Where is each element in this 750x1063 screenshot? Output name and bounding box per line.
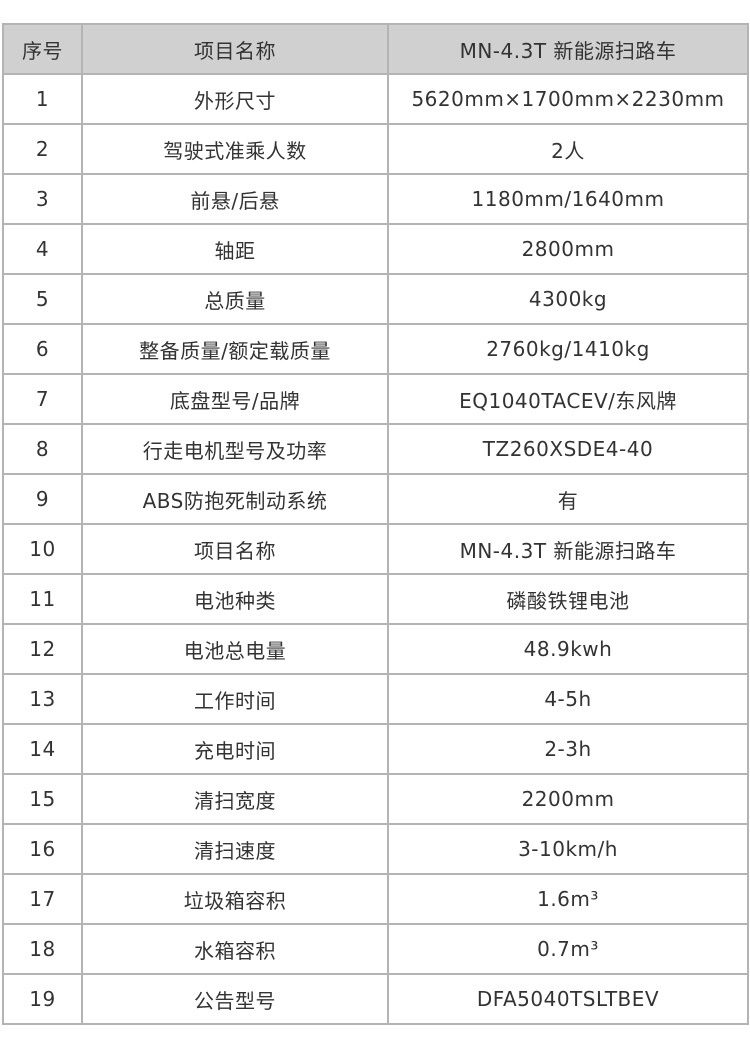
table-row: 14 充电时间 2-3h (2, 723, 749, 775)
table-row: 13 工作时间 4-5h (2, 673, 749, 725)
cell-value: 2800mm (387, 223, 749, 275)
spec-table: 序号 项目名称 MN-4.3T 新能源扫路车 1 外形尺寸 5620mm×1700m… (2, 23, 749, 1025)
cell-name: 整备质量/额定载质量 (81, 323, 389, 375)
cell-name: 充电时间 (81, 723, 389, 775)
cell-value: DFA5040TSLTBEV (387, 973, 749, 1025)
table-row: 19 公告型号 DFA5040TSLTBEV (2, 973, 749, 1025)
cell-value: 5620mm×1700mm×2230mm (387, 73, 749, 125)
table-row: 8 行走电机型号及功率 TZ260XSDE4-40 (2, 423, 749, 475)
cell-index: 7 (2, 373, 83, 425)
cell-index: 6 (2, 323, 83, 375)
table-row: 4 轴距 2800mm (2, 223, 749, 275)
cell-index: 5 (2, 273, 83, 325)
cell-index: 4 (2, 223, 83, 275)
cell-value: 有 (387, 473, 749, 525)
table-row: 12 电池总电量 48.9kwh (2, 623, 749, 675)
cell-name: 清扫速度 (81, 823, 389, 875)
cell-value: 3-10km/h (387, 823, 749, 875)
cell-index: 11 (2, 573, 83, 625)
cell-index: 10 (2, 523, 83, 575)
cell-value: MN-4.3T 新能源扫路车 (387, 523, 749, 575)
table-row: 16 清扫速度 3-10km/h (2, 823, 749, 875)
cell-value: 2200mm (387, 773, 749, 825)
cell-name: 轴距 (81, 223, 389, 275)
cell-name: 行走电机型号及功率 (81, 423, 389, 475)
table-row: 7 底盘型号/品牌 EQ1040TACEV/东风牌 (2, 373, 749, 425)
table-row: 11 电池种类 磷酸铁锂电池 (2, 573, 749, 625)
cell-index: 12 (2, 623, 83, 675)
cell-index: 3 (2, 173, 83, 225)
cell-name: 垃圾箱容积 (81, 873, 389, 925)
cell-index: 9 (2, 473, 83, 525)
cell-name: 外形尺寸 (81, 73, 389, 125)
table-row: 5 总质量 4300kg (2, 273, 749, 325)
cell-value: EQ1040TACEV/东风牌 (387, 373, 749, 425)
cell-index: 13 (2, 673, 83, 725)
cell-value: 4-5h (387, 673, 749, 725)
cell-value: 0.7m³ (387, 923, 749, 975)
cell-index: 15 (2, 773, 83, 825)
cell-value: 2-3h (387, 723, 749, 775)
table-row: 17 垃圾箱容积 1.6m³ (2, 873, 749, 925)
table-row: 9 ABS防抱死制动系统有 (2, 473, 749, 525)
cell-value: 2人 (387, 123, 749, 175)
cell-name: 水箱容积 (81, 923, 389, 975)
cell-value: 48.9kwh (387, 623, 749, 675)
cell-name: 底盘型号/品牌 (81, 373, 389, 425)
cell-index: 8 (2, 423, 83, 475)
cell-index: 17 (2, 873, 83, 925)
cell-value: TZ260XSDE4-40 (387, 423, 749, 475)
cell-name: 电池种类 (81, 573, 389, 625)
table-row: 18 水箱容积 0.7m³ (2, 923, 749, 975)
cell-index: 16 (2, 823, 83, 875)
cell-value: 4300kg (387, 273, 749, 325)
table-row: 1 外形尺寸 5620mm×1700mm×2230mm (2, 73, 749, 125)
cell-index: 1 (2, 73, 83, 125)
cell-name: 公告型号 (81, 973, 389, 1025)
cell-name: 工作时间 (81, 673, 389, 725)
cell-index: 2 (2, 123, 83, 175)
cell-name: 电池总电量 (81, 623, 389, 675)
table-row: 2 驾驶式准乘人数 2人 (2, 123, 749, 175)
cell-index: 19 (2, 973, 83, 1025)
table-row: 6 整备质量/额定载质量 2760kg/1410kg (2, 323, 749, 375)
table-header-row: 序号 项目名称 MN-4.3T 新能源扫路车 (2, 23, 749, 75)
cell-name: 驾驶式准乘人数 (81, 123, 389, 175)
header-name: 项目名称 (81, 23, 389, 75)
cell-name: 前悬/后悬 (81, 173, 389, 225)
cell-index: 14 (2, 723, 83, 775)
cell-name: 项目名称 (81, 523, 389, 575)
cell-index: 18 (2, 923, 83, 975)
cell-value: 1.6m³ (387, 873, 749, 925)
table-row: 3 前悬/后悬 1180mm/1640mm (2, 173, 749, 225)
cell-name: ABS防抱死制动系统 (81, 473, 389, 525)
cell-value: 1180mm/1640mm (387, 173, 749, 225)
table-row: 10 项目名称 MN-4.3T 新能源扫路车 (2, 523, 749, 575)
cell-name: 清扫宽度 (81, 773, 389, 825)
cell-value: 2760kg/1410kg (387, 323, 749, 375)
cell-name: 总质量 (81, 273, 389, 325)
cell-value: 磷酸铁锂电池 (387, 573, 749, 625)
table-row: 15 清扫宽度 2200mm (2, 773, 749, 825)
header-value: MN-4.3T 新能源扫路车 (387, 23, 749, 75)
header-index: 序号 (2, 23, 83, 75)
